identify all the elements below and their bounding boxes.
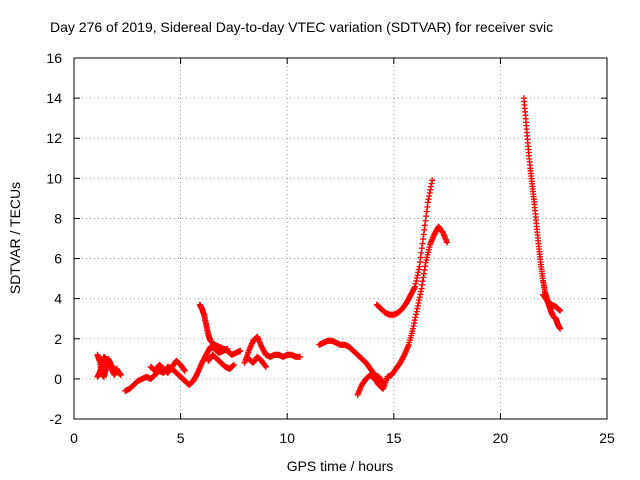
x-tick-label: 5 [177,430,185,446]
x-tick-label: 0 [70,430,78,446]
plot-frame [73,57,608,420]
data-point [429,177,436,184]
y-tick-label: 4 [54,291,62,307]
data-point [230,361,237,368]
y-tick-labels: -2 0 2 4 6 8 10 12 14 16 [46,50,62,427]
y-tick-label: 8 [54,210,62,226]
x-tick-label: 10 [279,430,295,446]
chart-title: Day 276 of 2019, Sidereal Day-to-day VTE… [50,19,553,35]
data-point [444,239,451,246]
data-point [237,347,244,354]
y-tick-label: 0 [54,371,62,387]
x-tick-label: 20 [493,430,509,446]
data-point [262,363,269,370]
grid [74,58,607,419]
data-point [557,325,564,332]
x-axis-label: GPS time / hours [287,458,394,474]
data-point [113,367,120,374]
y-tick-label: 2 [54,331,62,347]
y-tick-label: -2 [50,411,63,427]
data-point [296,353,303,360]
x-tick-label: 15 [386,430,402,446]
y-tick-label: 14 [46,90,62,106]
data-points [94,95,564,398]
y-tick-label: 12 [46,130,62,146]
y-tick-label: 6 [54,251,62,267]
data-point [557,307,564,314]
data-point [117,371,124,378]
y-tick-label: 16 [46,50,62,66]
y-axis-label: SDTVAR / TECUs [7,182,23,294]
data-point [181,367,188,374]
x-tick-label: 25 [599,430,615,446]
x-tick-labels: 0 5 10 15 20 25 [70,430,615,446]
y-tick-label: 10 [46,170,62,186]
